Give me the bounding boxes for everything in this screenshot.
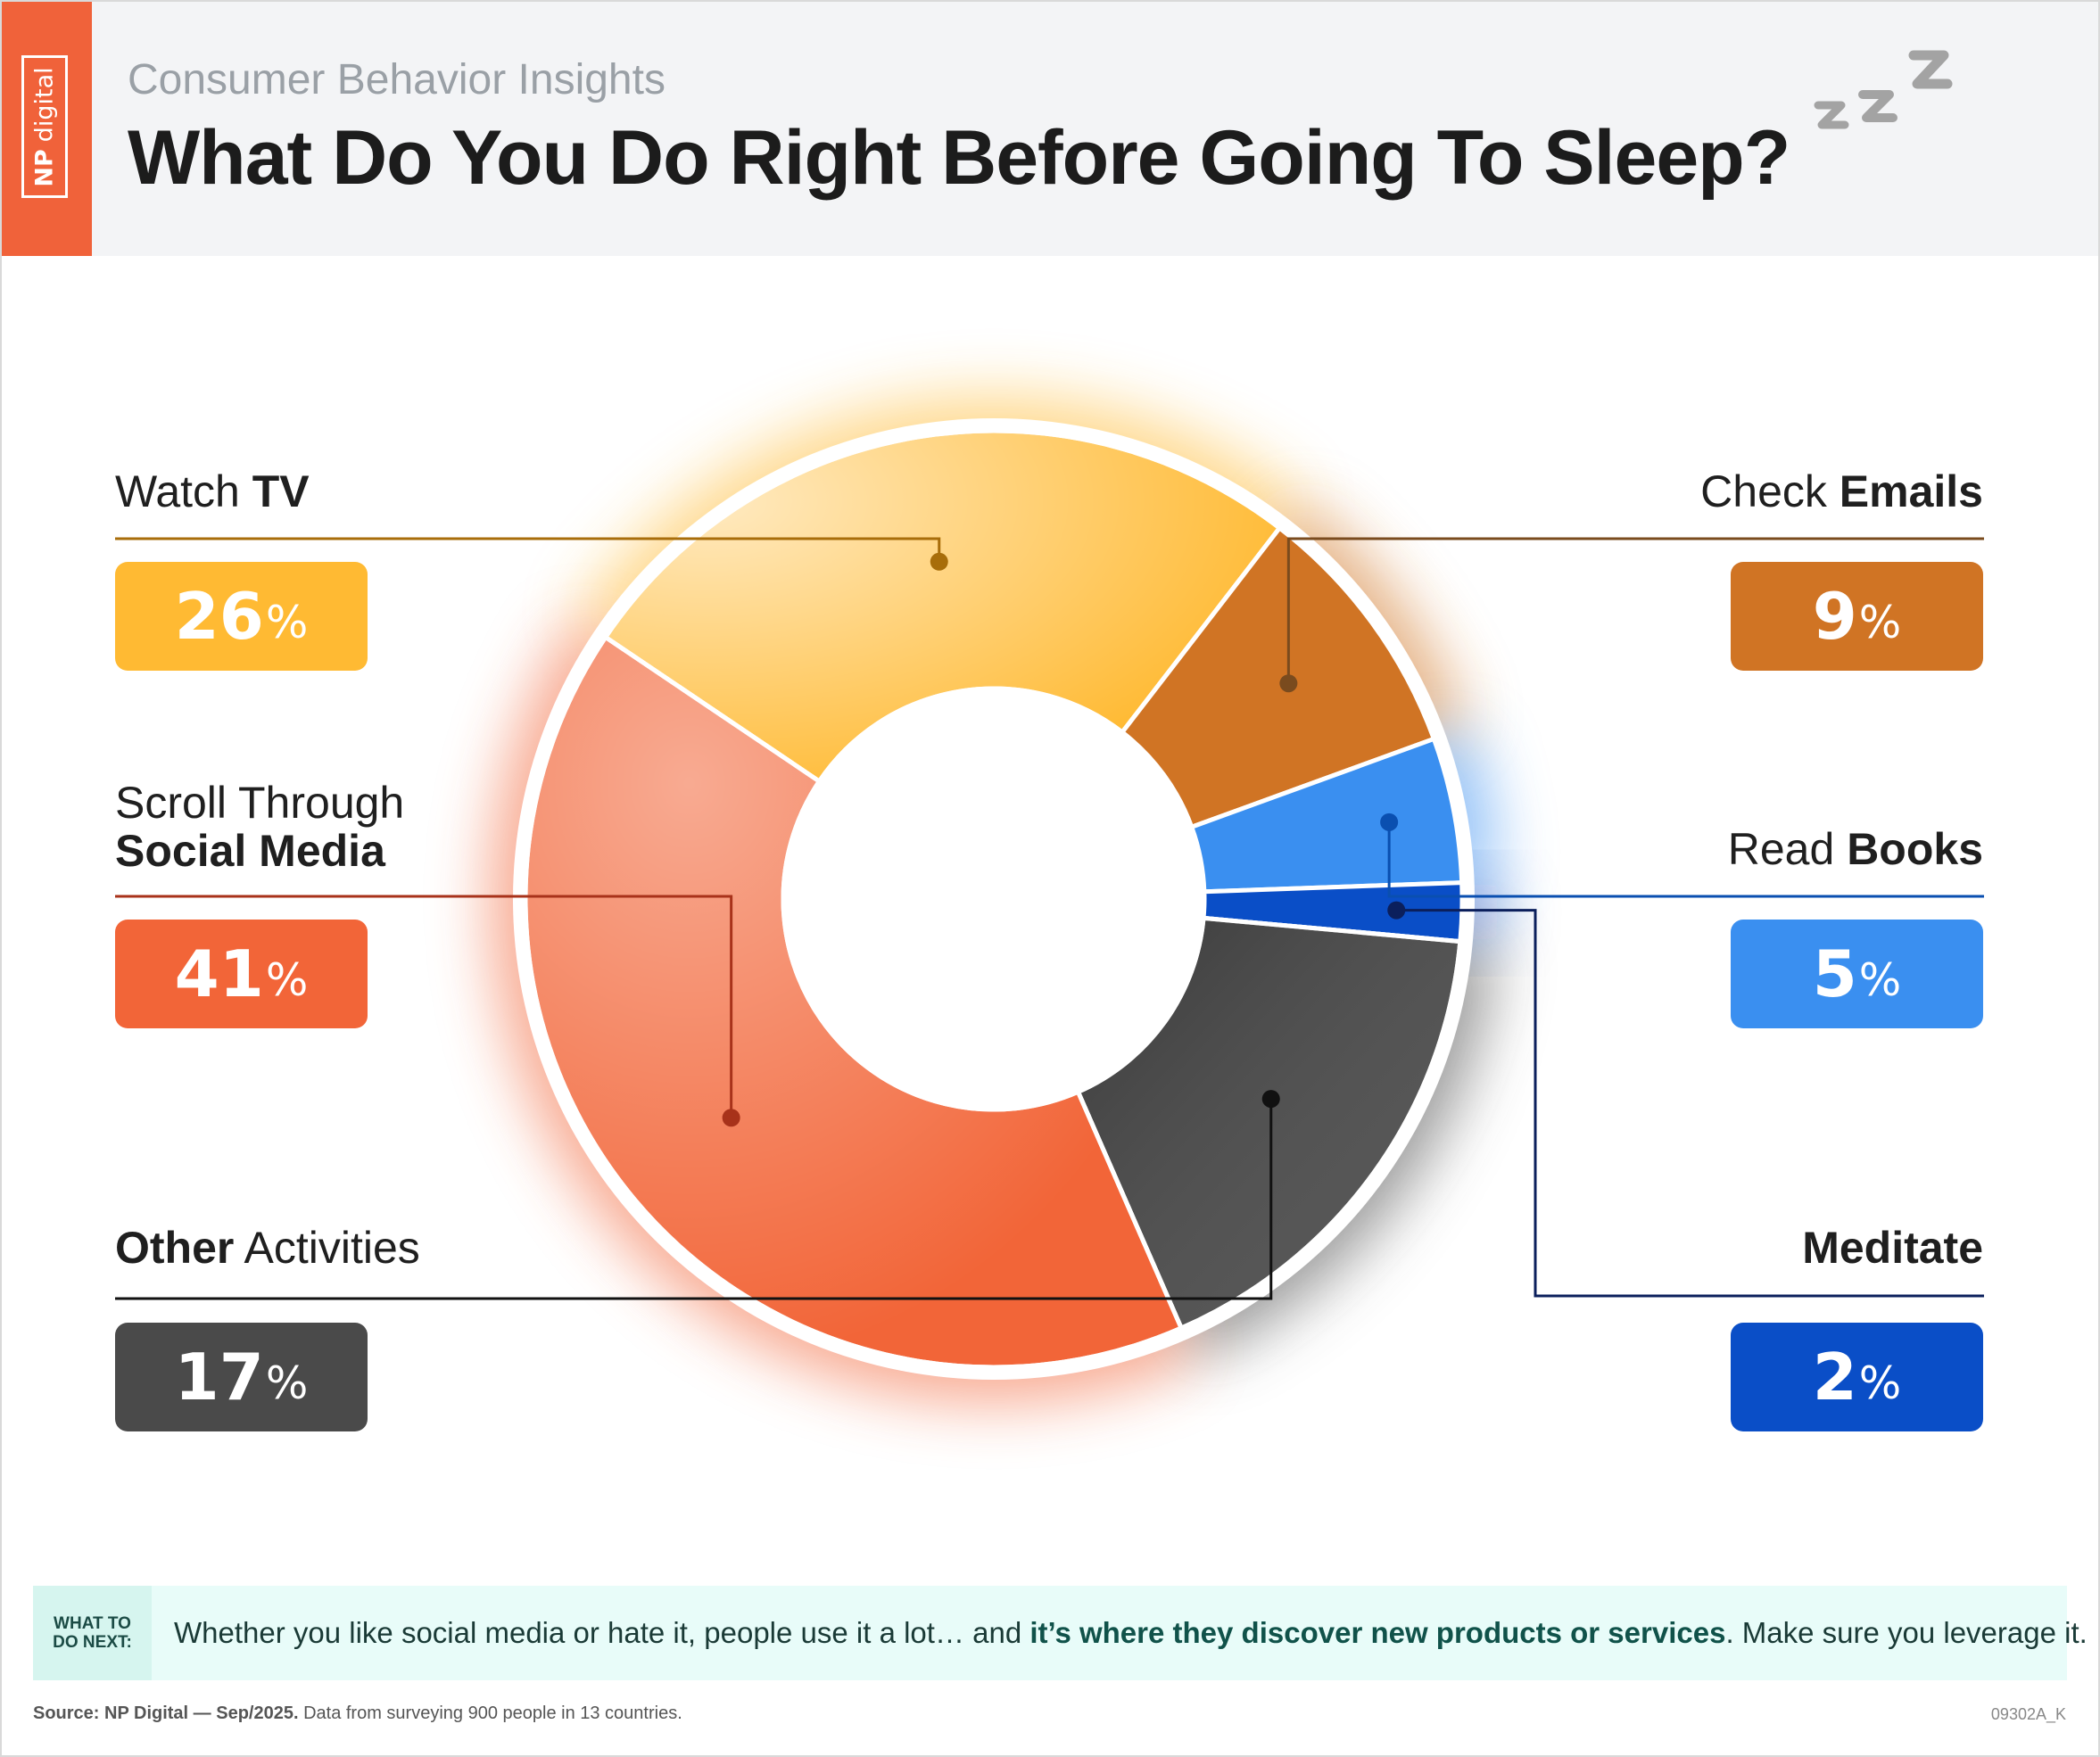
- leader-line-check-emails: [1286, 537, 1984, 684]
- logo-bar: NPdigital: [0, 0, 92, 256]
- leader-lines: [115, 537, 1984, 1300]
- leader-line-other: [115, 1099, 1273, 1300]
- donut-slices: [523, 428, 1465, 1370]
- label-social-media: Scroll Through Social Media: [115, 779, 404, 875]
- value-read-books: 5%: [1731, 920, 1983, 1028]
- label-read-books-plain: Read: [1727, 824, 1848, 874]
- tag-line2: DO NEXT:: [53, 1633, 132, 1652]
- value-check-emails: 9%: [1731, 562, 1983, 671]
- label-check-emails-bold: Emails: [1839, 466, 1983, 516]
- value-watch-tv: 26%: [115, 562, 368, 671]
- leader-dot-meditate: [1387, 901, 1406, 920]
- image-code: 09302A_K: [1990, 1705, 2066, 1723]
- label-meditate-bold: Meditate: [1802, 1223, 1983, 1273]
- leader-dot-check-emails: [1279, 674, 1298, 693]
- page-title: What Do You Do Right Before Going To Sle…: [128, 115, 1790, 201]
- leader-dot-other: [1261, 1090, 1280, 1109]
- value-social-media: 41%: [115, 920, 368, 1028]
- value-check-emails-unit: %: [1858, 597, 1902, 648]
- leader-line-read-books: [1387, 821, 1984, 898]
- np-digital-logo: NPdigital: [21, 55, 68, 198]
- source-bold: Source: NP Digital — Sep/2025.: [33, 1703, 299, 1723]
- subtitle: Consumer Behavior Insights: [128, 56, 666, 103]
- tag-line1: WHAT TO: [54, 1614, 131, 1633]
- value-meditate: 2%: [1731, 1323, 1983, 1431]
- leader-line-social-media: [115, 895, 733, 1118]
- label-social-media-bold: Social Media: [115, 826, 385, 876]
- label-read-books-bold: Books: [1847, 824, 1983, 874]
- label-watch-tv-bold: TV: [252, 466, 310, 516]
- value-watch-tv-number: 26: [174, 579, 264, 654]
- what-to-do-next-box: WHAT TO DO NEXT: Whether you like social …: [33, 1586, 2088, 1680]
- label-watch-tv: Watch TV: [115, 467, 310, 516]
- what-to-do-next-tag: WHAT TO DO NEXT:: [33, 1586, 152, 1680]
- label-social-media-line1: Scroll Through: [115, 778, 405, 828]
- source-note: Source: NP Digital — Sep/2025. Data from…: [33, 1703, 682, 1724]
- header: NPdigital Consumer Behavior Insights Wha…: [0, 0, 2100, 256]
- value-social-media-number: 41: [174, 936, 264, 1011]
- value-meditate-number: 2: [1812, 1340, 1857, 1415]
- next-text-before: Whether you like social media or hate it…: [174, 1616, 1030, 1649]
- leader-line-meditate: [1396, 909, 1984, 1298]
- value-read-books-number: 5: [1812, 936, 1857, 1011]
- label-read-books: Read Books: [1728, 825, 1983, 873]
- leader-dot-social-media: [722, 1109, 740, 1127]
- next-text-bold: it’s where they discover new products or…: [1029, 1616, 1726, 1649]
- sleep-zzz-icon: [1814, 50, 1953, 129]
- donut-hole: [783, 689, 1204, 1109]
- value-check-emails-number: 9: [1812, 579, 1857, 654]
- value-other-number: 17: [174, 1340, 264, 1415]
- source-text: Data from surveying 900 people in 13 cou…: [298, 1703, 682, 1723]
- what-to-do-next-text: Whether you like social media or hate it…: [174, 1586, 2088, 1680]
- value-other: 17%: [115, 1323, 368, 1431]
- leader-dot-watch-tv: [930, 552, 948, 571]
- label-check-emails: Check Emails: [1700, 467, 1983, 516]
- leader-dot-read-books: [1380, 813, 1399, 831]
- label-meditate: Meditate: [1802, 1224, 1983, 1272]
- value-watch-tv-unit: %: [265, 597, 309, 648]
- value-other-unit: %: [265, 1357, 309, 1409]
- value-social-media-unit: %: [265, 954, 309, 1006]
- value-meditate-unit: %: [1858, 1357, 1902, 1409]
- value-read-books-unit: %: [1858, 954, 1902, 1006]
- label-watch-tv-plain: Watch: [115, 466, 252, 516]
- label-other: Other Activities: [115, 1224, 420, 1272]
- label-other-plain: Activities: [234, 1223, 420, 1273]
- label-check-emails-plain: Check: [1700, 466, 1840, 516]
- next-text-after: . Make sure you leverage it.: [1725, 1616, 2088, 1649]
- label-other-bold: Other: [115, 1223, 235, 1273]
